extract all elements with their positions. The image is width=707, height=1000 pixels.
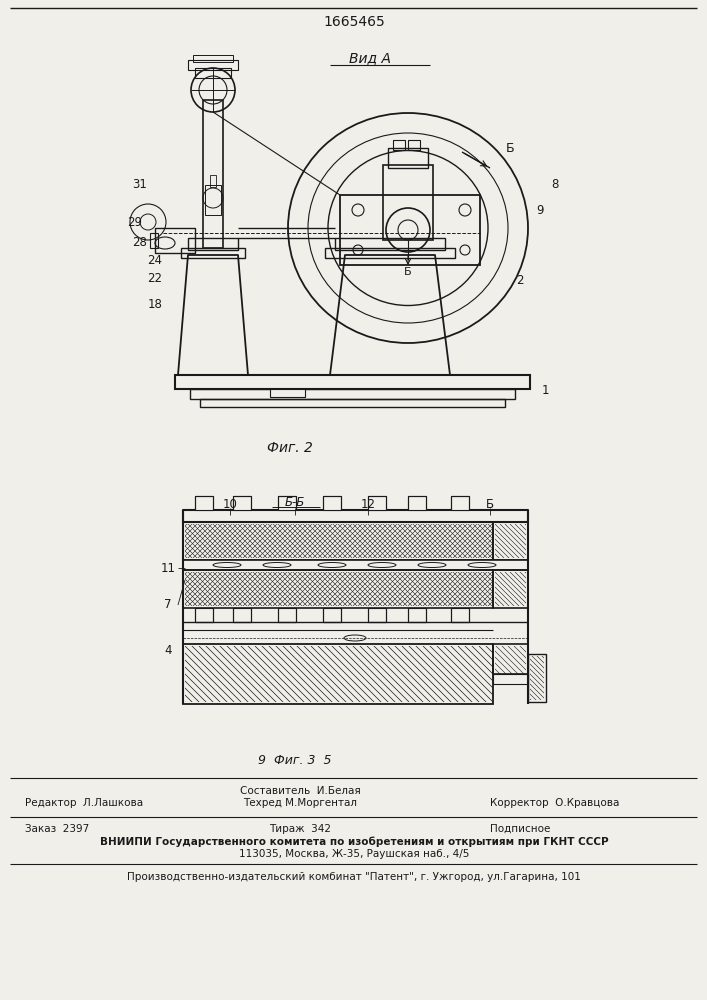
Text: 9  Фиг. 3  5: 9 Фиг. 3 5 <box>258 754 332 766</box>
Bar <box>325 248 455 258</box>
Text: ВНИИПИ Государственного комитета по изобретениям и открытиям при ГКНТ СССР: ВНИИПИ Государственного комитета по изоб… <box>100 837 608 847</box>
Bar <box>183 644 493 704</box>
Bar <box>393 140 405 150</box>
Text: Производственно-издательский комбинат "Патент", г. Ужгород, ул.Гагарина, 101: Производственно-издательский комбинат "П… <box>127 872 581 882</box>
Text: 7: 7 <box>164 598 172 611</box>
Bar <box>183 510 528 522</box>
Bar <box>408 496 426 510</box>
Text: 2: 2 <box>516 273 524 286</box>
Bar <box>408 608 426 622</box>
Text: 31: 31 <box>133 178 148 192</box>
Text: 24: 24 <box>148 253 163 266</box>
Bar <box>155 228 195 253</box>
Text: 28: 28 <box>133 236 148 249</box>
Text: Тираж  342: Тираж 342 <box>269 824 331 834</box>
Text: Б: Б <box>404 267 411 277</box>
Bar <box>278 496 296 510</box>
Text: Вид А: Вид А <box>349 51 391 65</box>
Text: 113035, Москва, Ж-35, Раушская наб., 4/5: 113035, Москва, Ж-35, Раушская наб., 4/5 <box>239 849 469 859</box>
Bar <box>388 148 428 168</box>
Bar <box>181 248 245 258</box>
Bar <box>195 496 213 510</box>
Text: Техред М.Моргентал: Техред М.Моргентал <box>243 798 357 808</box>
Text: 9: 9 <box>536 204 544 217</box>
Bar <box>493 644 528 674</box>
Bar <box>335 238 445 250</box>
Bar <box>188 238 238 250</box>
Text: Подписное: Подписное <box>490 824 550 834</box>
Bar <box>200 399 505 407</box>
Text: Б: Б <box>486 498 494 512</box>
Text: Корректор  О.Кравцова: Корректор О.Кравцова <box>490 798 619 808</box>
Bar <box>368 496 386 510</box>
Bar <box>493 522 528 560</box>
Bar <box>150 233 158 248</box>
Text: Редактор  Л.Лашкова: Редактор Л.Лашкова <box>25 798 143 808</box>
Bar <box>233 496 251 510</box>
Bar <box>195 608 213 622</box>
Bar <box>205 185 221 215</box>
Bar <box>175 375 530 389</box>
Text: 8: 8 <box>551 178 559 192</box>
Bar <box>451 496 469 510</box>
Bar <box>183 560 528 570</box>
Bar <box>193 55 233 62</box>
Text: Б: Б <box>506 141 514 154</box>
Bar <box>278 608 296 622</box>
Bar <box>340 195 480 265</box>
Bar <box>183 570 493 608</box>
Text: Составитель  И.Белая: Составитель И.Белая <box>240 786 361 796</box>
Text: 1665465: 1665465 <box>323 15 385 29</box>
Bar <box>188 60 238 70</box>
Bar <box>210 175 216 187</box>
Bar <box>183 522 493 560</box>
Text: Фиг. 2: Фиг. 2 <box>267 441 313 455</box>
Text: 12: 12 <box>361 498 375 512</box>
Bar <box>408 140 420 150</box>
Text: Заказ  2397: Заказ 2397 <box>25 824 89 834</box>
Text: 22: 22 <box>148 271 163 284</box>
Text: 1: 1 <box>542 383 549 396</box>
Bar <box>195 68 231 78</box>
Bar <box>270 389 305 397</box>
Text: 18: 18 <box>148 298 163 312</box>
Bar <box>493 570 528 608</box>
Bar <box>203 100 223 248</box>
Text: 11: 11 <box>160 562 175 574</box>
Bar <box>528 654 546 702</box>
Bar <box>493 674 528 684</box>
Text: Б-Б: Б-Б <box>285 496 305 510</box>
Bar <box>451 608 469 622</box>
Text: 29: 29 <box>127 216 143 229</box>
Bar <box>323 608 341 622</box>
Bar <box>383 165 433 240</box>
Text: 4: 4 <box>164 644 172 656</box>
Bar <box>323 496 341 510</box>
Bar <box>190 389 515 399</box>
Bar <box>233 608 251 622</box>
Bar <box>368 608 386 622</box>
Text: 10: 10 <box>223 498 238 512</box>
